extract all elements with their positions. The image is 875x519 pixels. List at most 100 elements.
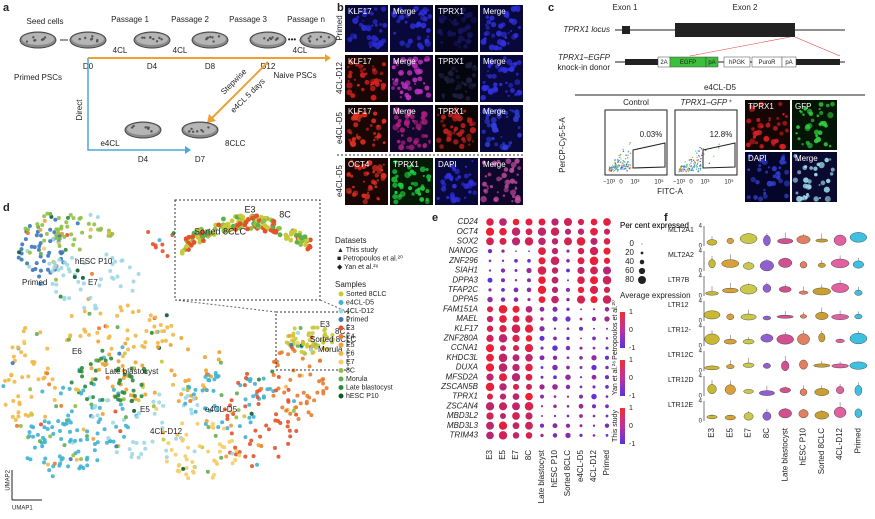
umap-point <box>19 350 24 355</box>
umap-point <box>206 449 211 454</box>
umap-point <box>34 331 39 336</box>
label: -1 <box>629 441 635 448</box>
cell-signal <box>380 172 387 179</box>
cell-signal <box>396 9 399 12</box>
umap-point <box>224 454 229 459</box>
umap-point <box>275 363 280 368</box>
expression-dot <box>485 344 495 353</box>
umap-point <box>189 411 194 416</box>
expression-dot <box>524 237 534 246</box>
cell-signal <box>491 33 496 38</box>
umap-point <box>23 237 28 242</box>
violin <box>849 332 868 345</box>
cell-signal <box>422 174 425 178</box>
cell-signal <box>393 114 399 120</box>
event <box>679 170 681 172</box>
expression-dot <box>605 404 609 409</box>
cell-signal <box>359 9 363 14</box>
cell-signal <box>511 194 516 199</box>
umap-point <box>295 330 300 335</box>
cell-signal <box>517 25 521 30</box>
umap-point <box>184 432 189 437</box>
violin <box>739 284 758 295</box>
umap-point <box>41 259 46 264</box>
violin <box>758 390 775 396</box>
expression-dot <box>538 218 546 226</box>
cell-signal <box>784 169 790 175</box>
umap-point <box>107 334 112 339</box>
expression-dot <box>579 424 583 428</box>
event <box>699 164 702 166</box>
violin <box>778 286 792 293</box>
umap-point <box>85 429 90 434</box>
label: LTR7B <box>668 277 690 284</box>
umap-point <box>74 457 79 462</box>
expression-dot <box>591 316 597 322</box>
event <box>688 164 691 166</box>
cell-signal <box>797 159 800 162</box>
cell-signal <box>490 57 493 60</box>
cell <box>201 130 205 133</box>
umap-point <box>266 427 271 432</box>
umap-point <box>249 438 254 443</box>
expression-dot <box>579 385 583 389</box>
umap-point <box>274 412 279 417</box>
umap-point <box>203 422 208 427</box>
legend-swatch <box>338 368 344 373</box>
umap-point <box>160 242 165 247</box>
umap-point <box>157 392 162 397</box>
umap-point <box>129 454 134 459</box>
cell-signal <box>765 170 769 174</box>
cell-signal <box>401 82 408 90</box>
umap-point <box>120 364 125 369</box>
umap-point <box>92 222 97 227</box>
umap-point <box>213 433 218 438</box>
event <box>684 166 687 168</box>
cell <box>211 36 214 39</box>
umap-point <box>72 274 77 279</box>
cell-signal <box>486 19 492 25</box>
cell-signal <box>362 163 365 166</box>
umap-point <box>39 233 44 238</box>
label: 80 <box>625 275 634 284</box>
umap-point <box>95 413 100 418</box>
umap-point <box>37 244 42 249</box>
cell-signal <box>420 14 427 21</box>
umap-point <box>109 346 114 351</box>
umap-point <box>190 460 195 465</box>
violin <box>740 313 757 321</box>
cell-signal <box>454 57 459 62</box>
violin <box>706 239 718 246</box>
arrow-head <box>207 114 216 123</box>
cell-signal <box>792 177 799 183</box>
umap-point <box>200 234 206 240</box>
label: E3 <box>320 320 330 329</box>
umap-point <box>96 420 101 425</box>
cell-signal <box>785 115 788 118</box>
cell-signal <box>361 87 365 92</box>
cell-signal <box>481 129 486 134</box>
cell-signal <box>353 34 358 38</box>
umap-point <box>207 378 212 383</box>
cell-signal <box>503 187 509 193</box>
cell-signal <box>514 5 521 12</box>
expression-dot <box>486 421 494 430</box>
violin <box>831 314 849 320</box>
cell-signal <box>441 8 446 13</box>
violin <box>812 287 831 296</box>
label: hESC P10 <box>346 393 379 400</box>
label: 10⁵ <box>724 179 734 186</box>
umap-point <box>98 311 103 316</box>
label: Merge <box>393 7 416 16</box>
umap-point <box>160 249 165 254</box>
umap-point <box>57 236 62 241</box>
cell-signal <box>466 133 472 140</box>
label: Merge <box>483 57 506 66</box>
umap-point <box>312 325 317 330</box>
label: NANOG <box>449 246 478 255</box>
label: CCNA1 <box>451 343 478 352</box>
umap-point <box>115 274 120 279</box>
cell-signal <box>359 69 364 73</box>
label: ■ Petropoulos et al.²⁰ <box>337 254 403 262</box>
